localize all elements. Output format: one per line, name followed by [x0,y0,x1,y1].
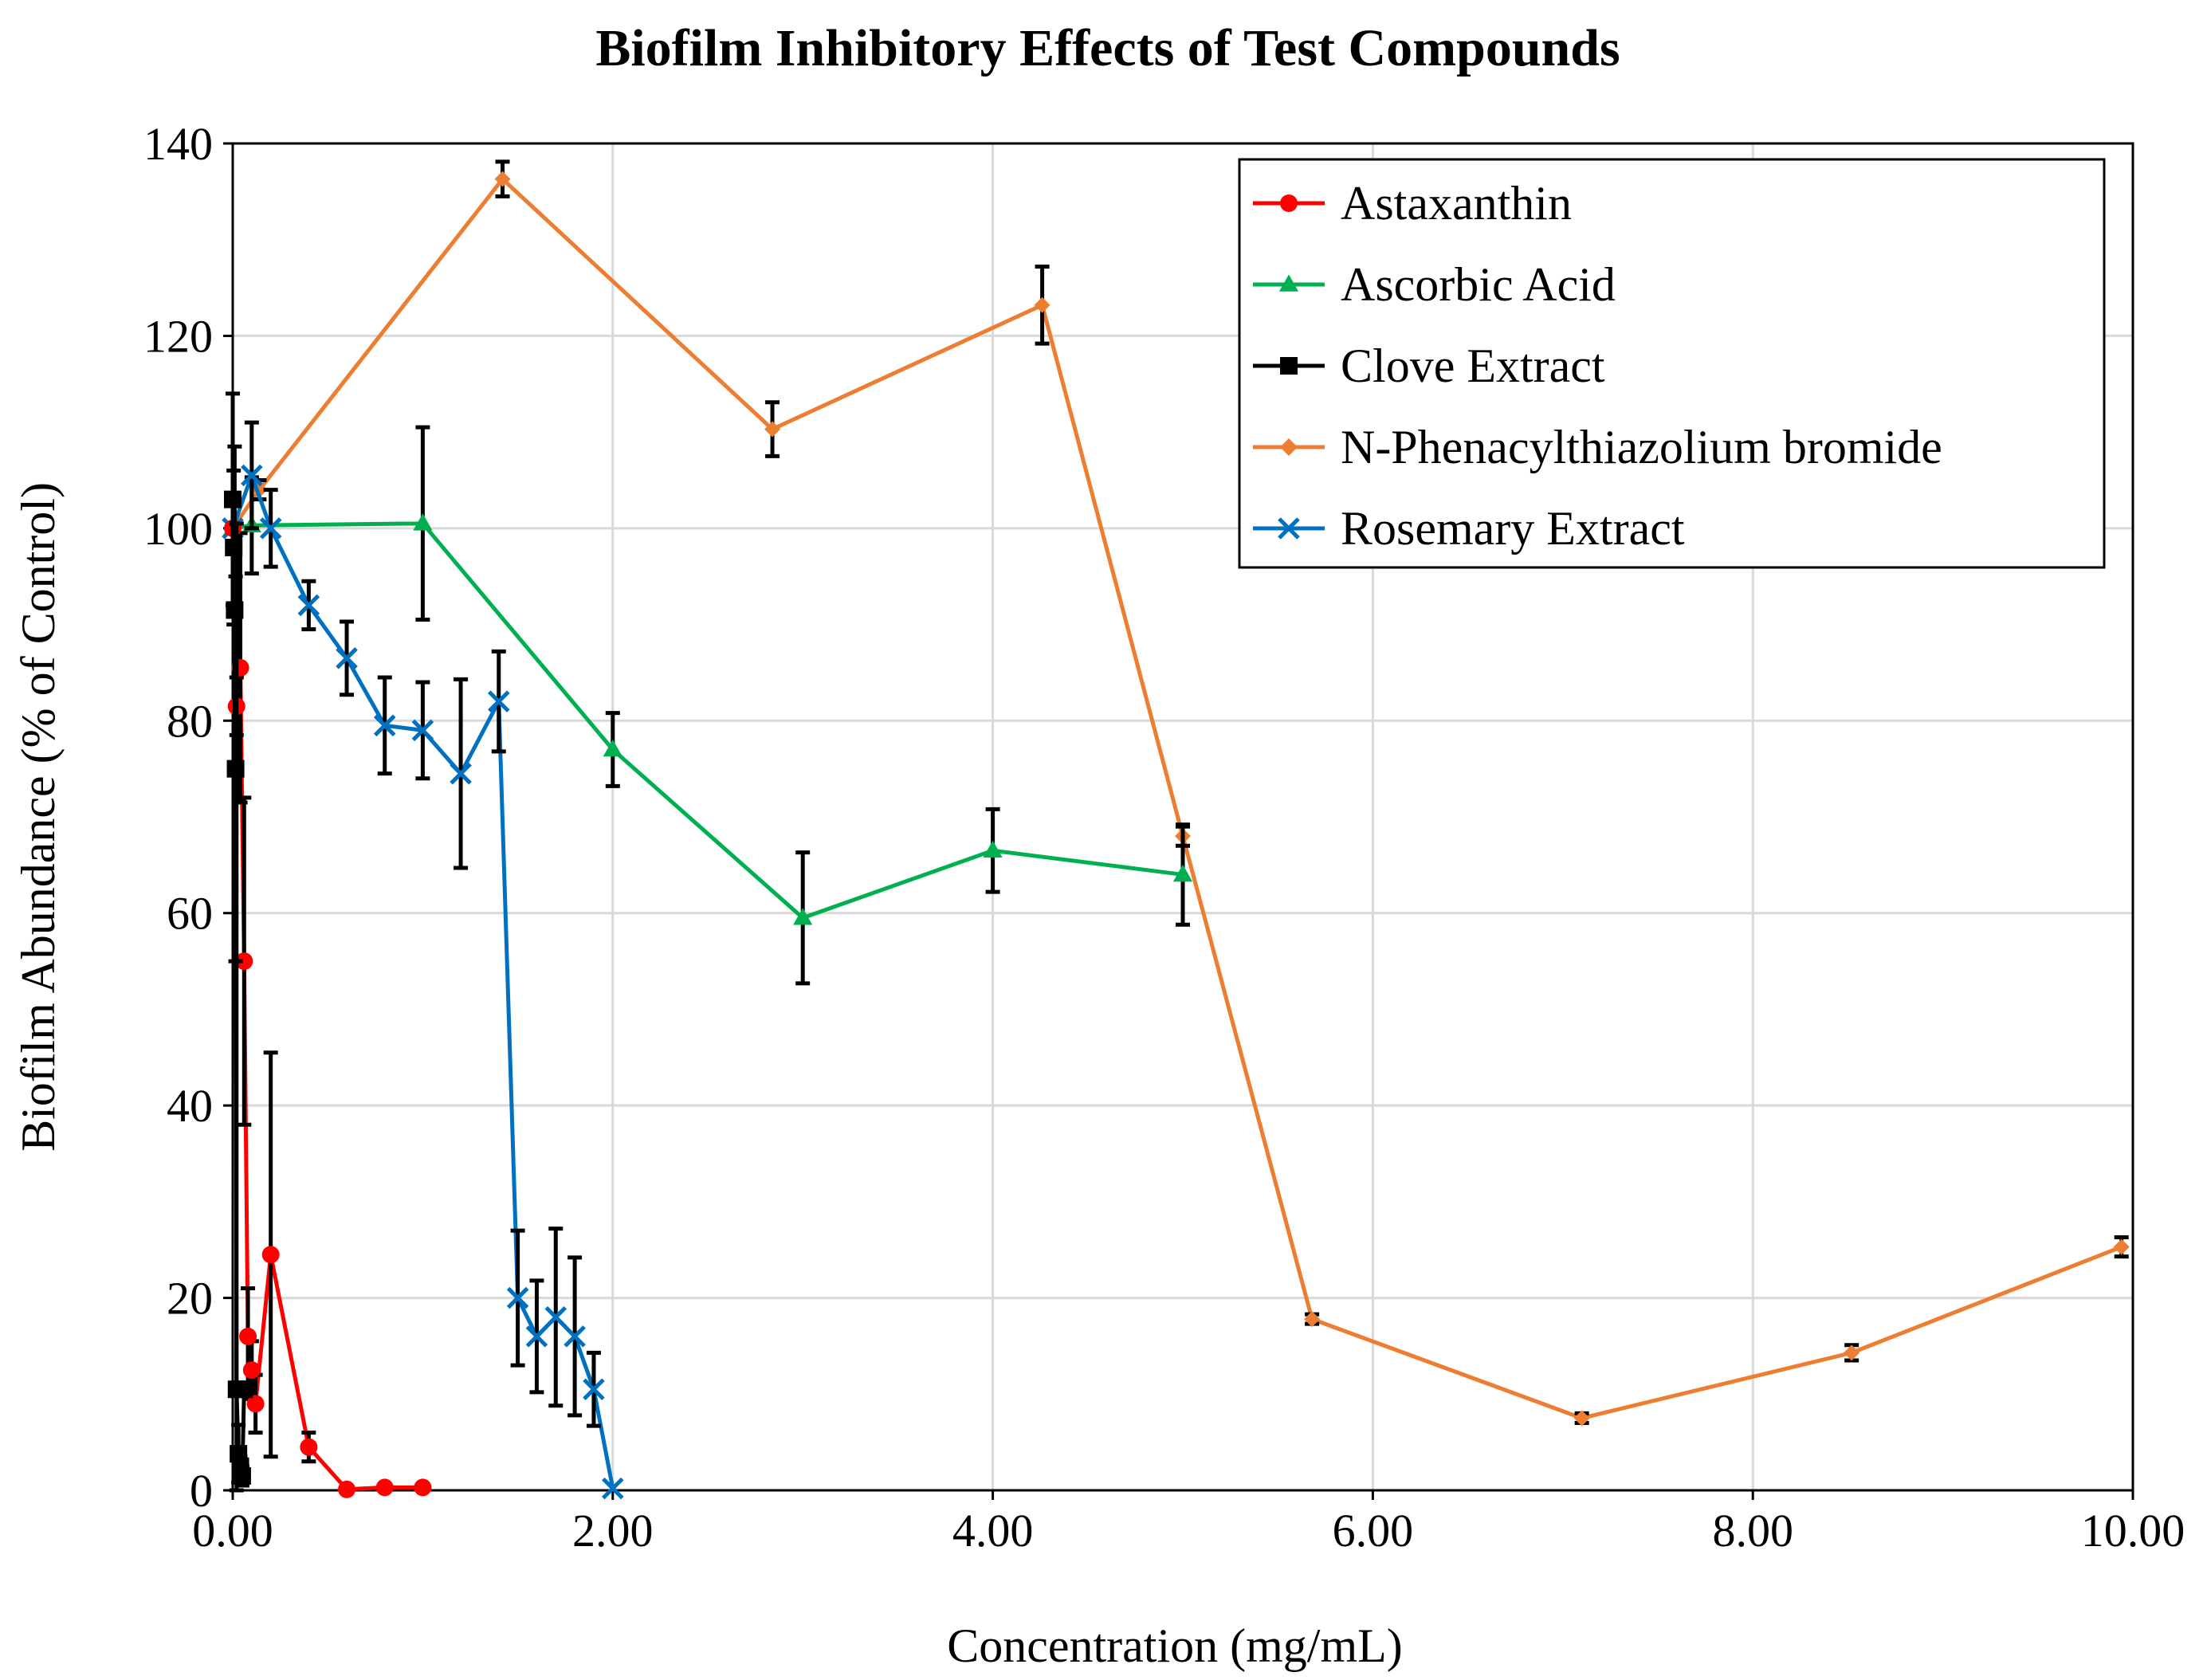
data-point-rosemary-extract [583,1378,605,1401]
data-point-clove-extract [226,760,245,778]
x-tick-label: 8.00 [1712,1505,1793,1556]
data-point-clove-extract [226,601,244,619]
y-tick-label: 40 [167,1080,213,1132]
data-point-n-phenacylthiazolium-bromide [1034,296,1050,313]
data-point-n-phenacylthiazolium-bromide [1573,1410,1590,1427]
data-point-rosemary-extract [259,517,282,540]
legend-label-n-phenacylthiazolium-bromide: N-Phenacylthiazolium bromide [1341,421,1942,473]
data-point-n-phenacylthiazolium-bromide [494,171,511,187]
data-point-rosemary-extract [506,1286,529,1309]
y-tick-label: 0 [190,1465,213,1517]
data-point-rosemary-extract [564,1325,586,1348]
legend-marker-clove-extract [1280,357,1298,375]
plot-frame [231,142,2134,1492]
data-point-rosemary-extract [602,1477,624,1500]
legend-marker-n-phenacylthiazolium-bromide [1280,438,1298,456]
data-point-rosemary-extract [525,1325,548,1348]
tick-layer: 0 20 40 60 80 100 120 140 0.00 2.00 4.00 6.00 8.00 10… [143,118,2185,1556]
x-axis-label: Concentration (mg/mL) [947,1619,1403,1672]
legend-label-clove-extract: Clove Extract [1341,340,1605,392]
data-point-n-phenacylthiazolium-bromide [764,421,781,438]
legend-marker-astaxanthin [1280,194,1298,212]
series-n-phenacylthiazolium-bromide [225,159,2130,1427]
data-point-astaxanthin [235,952,253,971]
data-point-ascorbic-acid [413,513,433,531]
y-tick-label: 100 [143,503,213,555]
legend-marker-ascorbic-acid [1278,274,1299,292]
legend-label-ascorbic-acid: Ascorbic Acid [1341,258,1616,311]
data-point-rosemary-extract [487,690,510,712]
data-point-rosemary-extract [544,1305,567,1329]
y-tick-label: 140 [143,118,213,170]
data-point-clove-extract [225,539,243,556]
legend-marker-rosemary-extract [1278,517,1300,540]
series-clove-extract [224,391,253,1493]
data-point-ascorbic-acid [1172,864,1193,882]
data-point-astaxanthin [246,1395,265,1413]
legend-box [1238,158,2106,569]
data-point-n-phenacylthiazolium-bromide [1844,1344,1860,1361]
data-point-ascorbic-acid [793,908,813,925]
x-tick-label: 4.00 [952,1505,1034,1556]
data-point-rosemary-extract [373,714,396,737]
data-point-astaxanthin [239,1327,257,1345]
data-point-rosemary-extract [336,647,358,669]
legend-label-rosemary-extract: Rosemary Extract [1341,502,1685,555]
data-point-astaxanthin [300,1438,318,1456]
data-point-astaxanthin [414,1478,432,1497]
data-point-astaxanthin [338,1480,356,1498]
data-point-rosemary-extract [297,594,320,617]
x-tick-label: 10.00 [2081,1505,2185,1556]
legend-label-astaxanthin: Astaxanthin [1341,177,1572,230]
y-tick-label: 120 [143,310,213,362]
data-point-astaxanthin [375,1478,394,1497]
series-ascorbic-acid [222,425,1193,986]
series-rosemary-extract [222,420,624,1500]
data-point-ascorbic-acid [603,739,622,757]
grid-layer [233,143,2133,1490]
series-layer [222,159,2130,1500]
data-point-rosemary-extract [450,762,472,785]
series-line-astaxanthin [230,528,423,1492]
y-tick-label: 80 [167,695,213,747]
data-point-rosemary-extract [411,719,434,742]
data-point-clove-extract [235,1380,253,1399]
data-point-astaxanthin [261,1246,280,1264]
x-tick-label: 6.00 [1333,1505,1414,1556]
legend: Astaxanthin Ascorbic Acid Clove Extract N-P… [1238,158,2106,569]
y-axis-label: Biofilm Abundance (% of Control) [12,482,65,1152]
data-point-ascorbic-acid [983,840,1003,858]
y-tick-label: 20 [167,1273,213,1325]
series-line-n-phenacylthiazolium-bromide [230,177,2123,1420]
x-tick-label: 2.00 [572,1505,654,1556]
data-point-n-phenacylthiazolium-bromide [1304,1311,1321,1328]
data-point-rosemary-extract [241,464,263,487]
y-tick-label: 60 [167,888,213,940]
data-point-n-phenacylthiazolium-bromide [2113,1238,2130,1255]
x-tick-label: 0.00 [192,1505,273,1556]
data-point-clove-extract [224,490,242,508]
data-point-astaxanthin [242,1361,261,1380]
chart-title: Biofilm Inhibitory Effects of Test Compo… [595,19,1620,77]
series-astaxanthin [224,519,432,1498]
data-point-clove-extract [233,1466,251,1485]
